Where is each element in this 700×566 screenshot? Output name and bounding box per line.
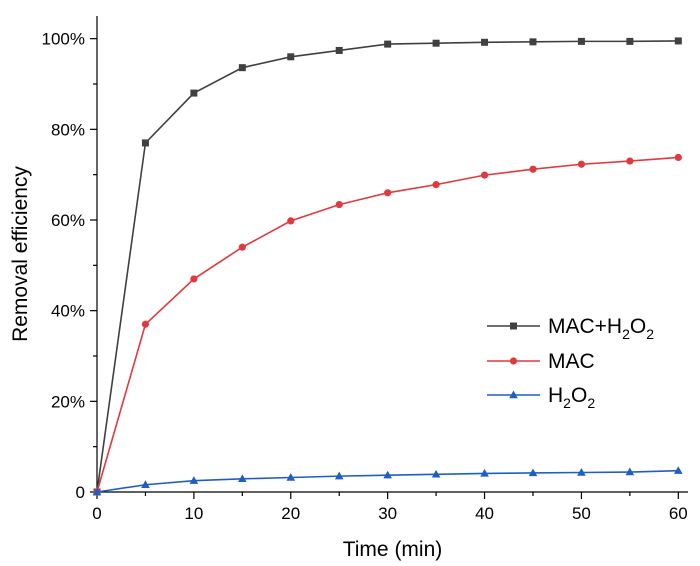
legend-text-part: O <box>571 384 587 407</box>
y-tick-label: 20% <box>51 392 85 411</box>
data-point <box>286 472 296 481</box>
data-point <box>238 474 247 483</box>
legend-subscript: 2 <box>563 395 571 411</box>
legend-item: H2O2 <box>487 384 595 411</box>
legend-subscript: 2 <box>587 395 595 411</box>
data-point <box>626 157 634 165</box>
data-point <box>529 165 537 173</box>
legend-subscript: 2 <box>646 326 654 342</box>
data-point <box>287 217 295 225</box>
data-point <box>141 480 150 488</box>
x-tick-label: 30 <box>378 504 397 523</box>
x-tick-label: 20 <box>281 504 300 523</box>
legend-label: MAC+H2O2 <box>548 315 654 342</box>
ticks: 0 10 20 30 40 50 60 0 20% 40% 60% 80% 100% <box>42 30 688 523</box>
data-point <box>383 470 392 479</box>
data-point <box>577 160 586 168</box>
data-point <box>190 275 198 283</box>
data-point <box>625 467 635 476</box>
data-point <box>432 181 440 189</box>
data-point <box>529 38 537 46</box>
data-point <box>432 39 440 47</box>
legend-item: MAC <box>487 350 595 373</box>
data-point <box>577 468 586 476</box>
legend-item: MAC+H2O2 <box>487 315 654 342</box>
data-point <box>92 487 102 496</box>
data-point <box>238 64 246 72</box>
y-tick-label: 80% <box>51 120 85 139</box>
legend-label: MAC <box>548 350 595 373</box>
data-point <box>480 171 489 179</box>
legend-text-part: O <box>630 315 646 338</box>
data-point <box>674 37 682 45</box>
legend-marker <box>510 322 517 330</box>
x-tick-label: 40 <box>475 504 494 523</box>
legend-text-part: MAC+H <box>548 315 622 338</box>
axes <box>96 16 688 493</box>
legend-text-part: H <box>548 384 563 407</box>
data-point <box>431 469 441 478</box>
x-tick-label: 60 <box>669 504 688 523</box>
data-point <box>528 468 538 477</box>
data-point <box>480 468 489 477</box>
x-tick-label: 0 <box>92 504 101 523</box>
legend-subscript: 2 <box>622 326 630 342</box>
data-point <box>287 53 295 61</box>
legend-marker <box>509 390 518 399</box>
x-axis-title: Time (min) <box>343 538 443 561</box>
data-point <box>238 243 246 251</box>
y-tick-label: 60% <box>51 211 85 230</box>
y-axis-title: Removal efficiency <box>9 166 32 342</box>
y-tick-label: 0 <box>76 483 85 502</box>
data-point <box>335 46 343 54</box>
x-tick-label: 50 <box>572 504 591 523</box>
y-tick-label: 100% <box>42 30 85 49</box>
legend-text-part: MAC <box>548 350 595 373</box>
data-point <box>141 139 149 147</box>
series-line <box>96 40 679 493</box>
data-point <box>384 40 392 48</box>
data-point <box>481 38 489 46</box>
data-point <box>674 153 682 162</box>
data-point <box>189 476 199 484</box>
series-0 <box>93 37 682 496</box>
data-point <box>626 37 634 45</box>
data-point <box>334 471 344 480</box>
data-point <box>335 200 343 209</box>
data-point <box>384 189 392 197</box>
data-point <box>190 89 198 97</box>
series-group <box>92 37 683 496</box>
x-tick-label: 10 <box>184 504 203 523</box>
data-point <box>141 320 150 328</box>
data-point <box>577 37 585 45</box>
legend-label: H2O2 <box>548 384 595 411</box>
legend-marker <box>509 357 518 365</box>
y-tick-label: 40% <box>51 302 85 321</box>
data-point <box>674 466 683 474</box>
series-2 <box>92 466 683 496</box>
